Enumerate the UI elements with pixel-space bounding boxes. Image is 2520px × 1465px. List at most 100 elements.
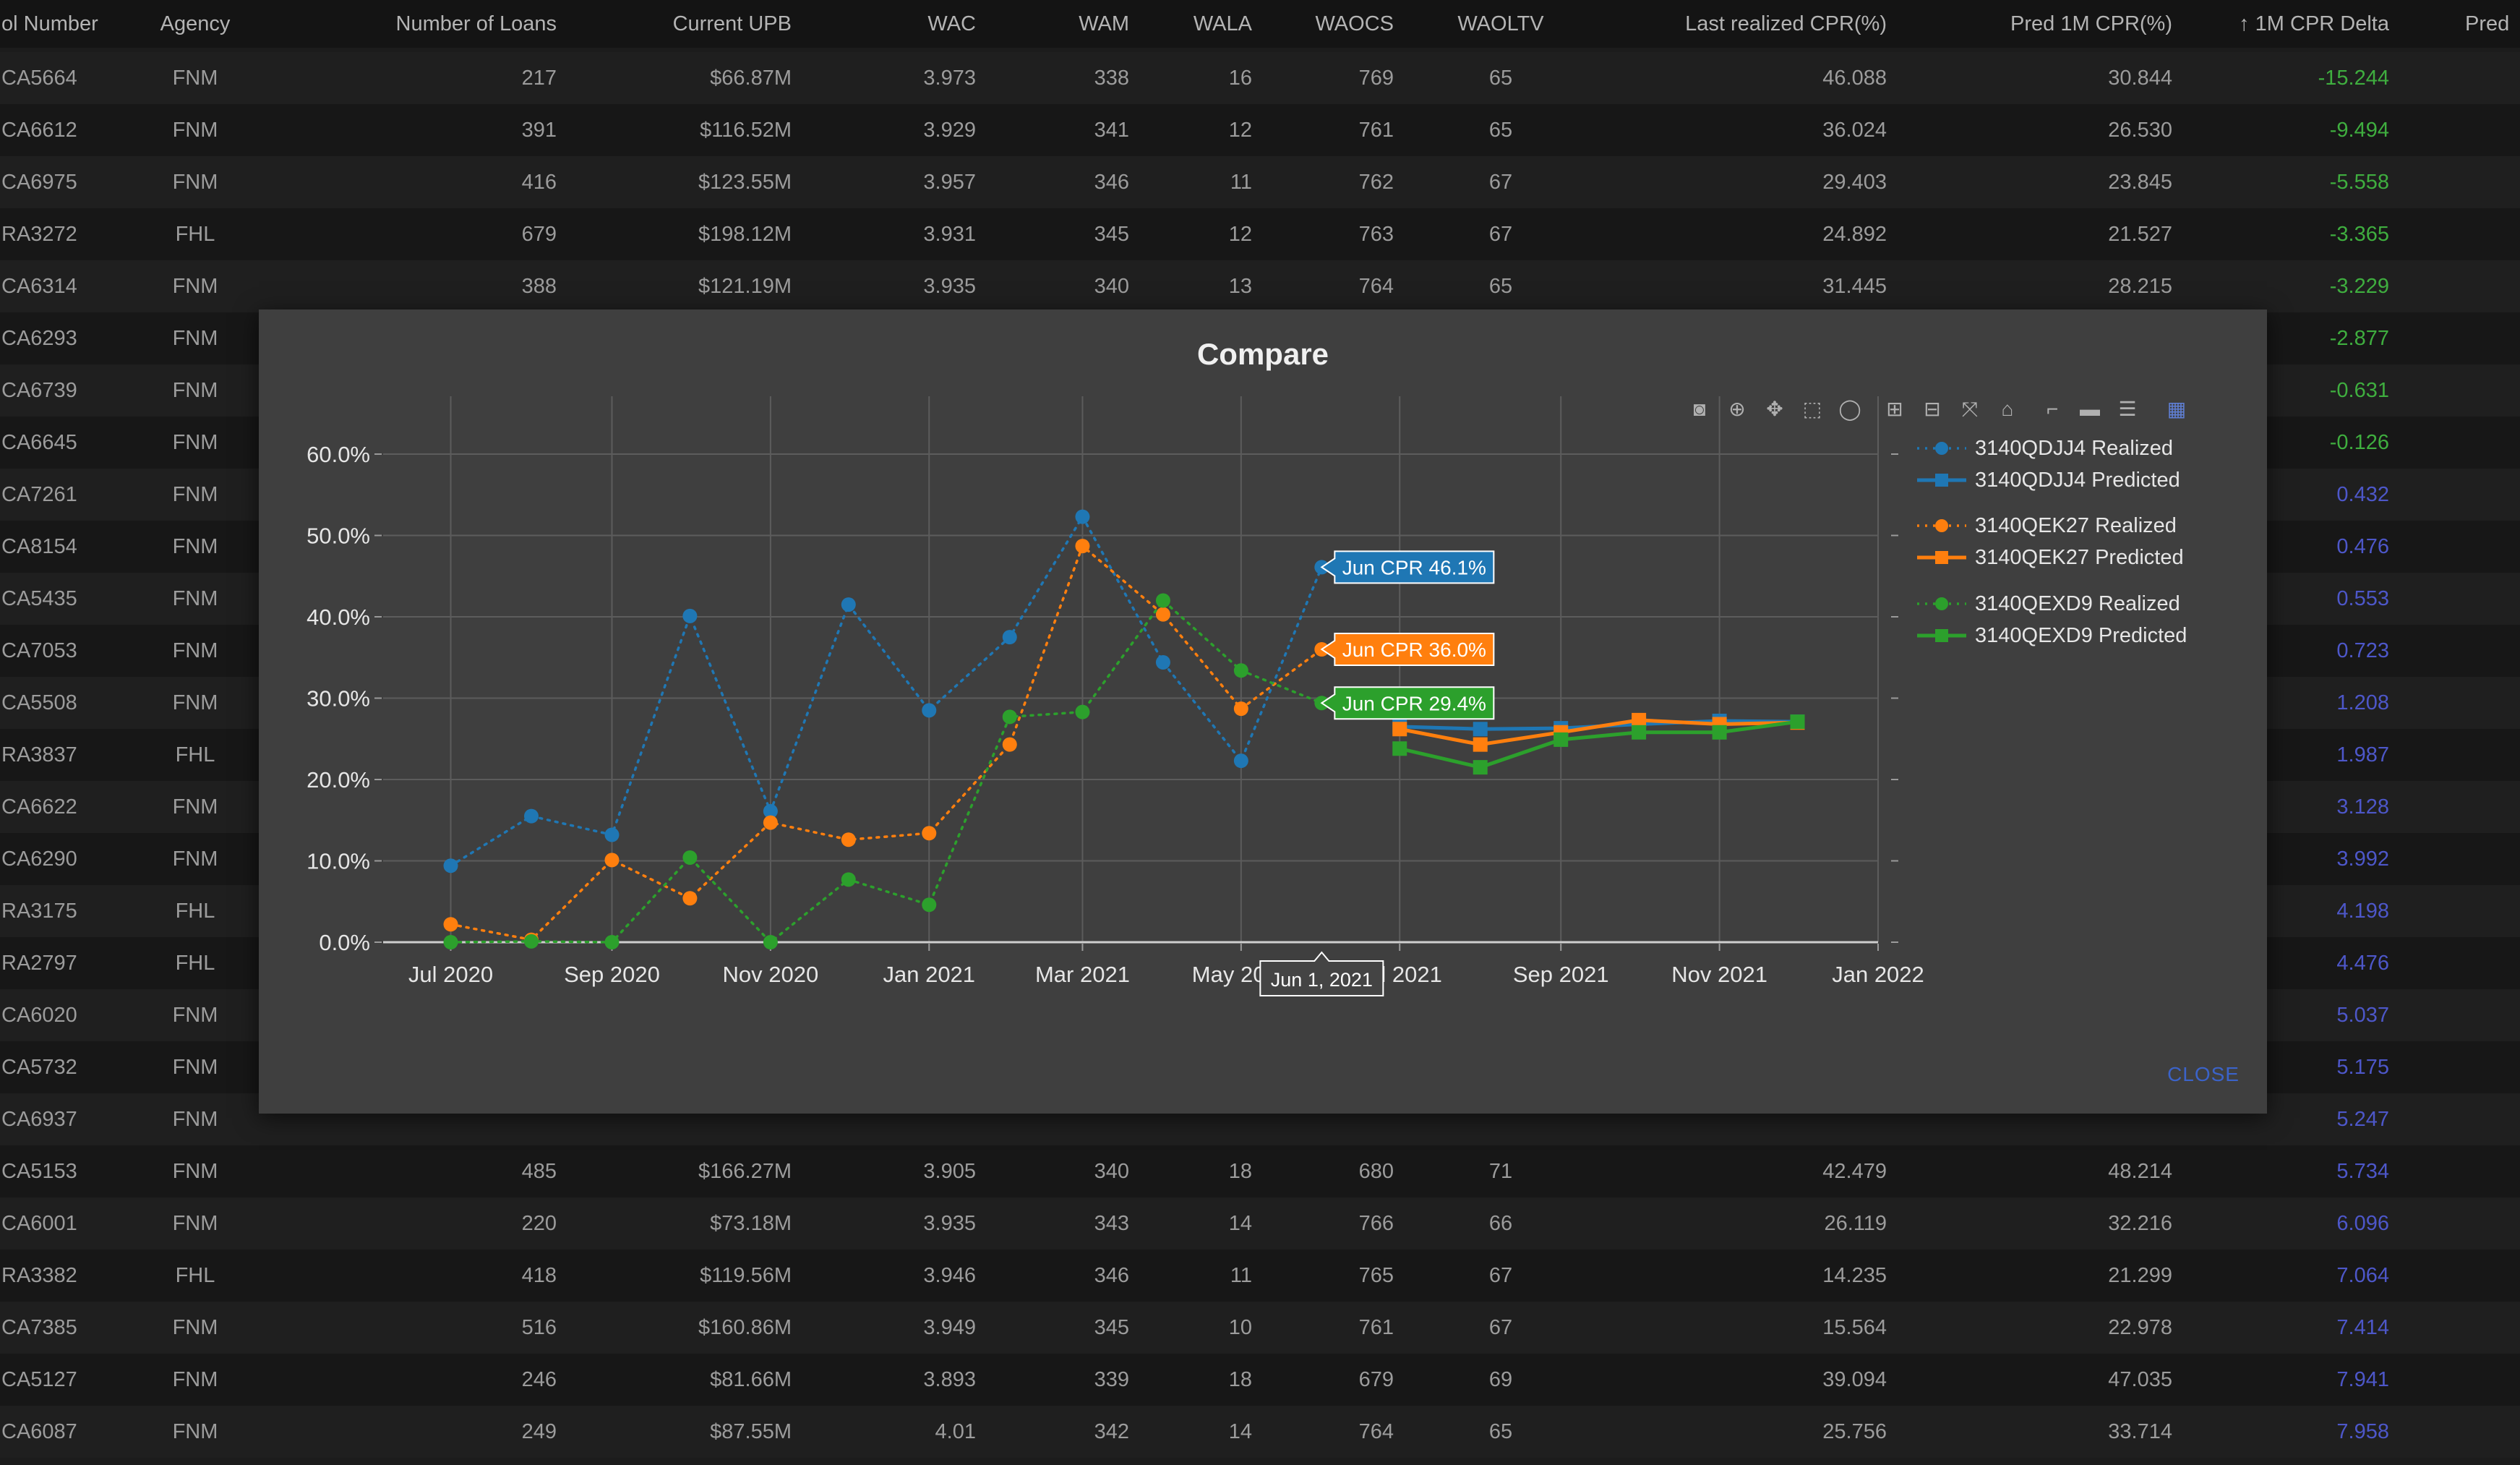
table-cell: $73.18M — [710, 1212, 792, 1235]
grid-header: ol Number Agency Number of Loans Current UP… — [0, 0, 2520, 48]
table-cell: 3.946 — [923, 1264, 976, 1287]
autoscale-icon[interactable]: ⤧ — [1961, 398, 1979, 420]
table-cell: FNM — [172, 535, 218, 558]
table-cell: 346 — [1094, 171, 1129, 194]
table-cell: 416 — [521, 171, 557, 194]
table-row[interactable]: CA6975 FNM 416 $123.55M 3.957 346 11 762 67 29.40… — [0, 156, 2520, 208]
column-header[interactable]: Current UPB — [672, 12, 792, 35]
series-line — [1397, 718, 1800, 747]
table-cell: CA5435 — [1, 587, 77, 610]
column-header[interactable]: WAOLTV — [1457, 12, 1544, 35]
table-cell: 388 — [521, 275, 557, 298]
table-cell: FNM — [172, 171, 218, 194]
legend-swatch — [1917, 442, 1966, 455]
table-cell: 24.892 — [1822, 223, 1887, 246]
table-cell: 345 — [1094, 223, 1129, 246]
zoom-in-icon[interactable]: ⊞ — [1886, 398, 1903, 420]
table-cell: 340 — [1094, 275, 1129, 298]
table-cell: 26.530 — [2108, 119, 2172, 142]
column-header[interactable]: WAM — [1079, 12, 1129, 35]
table-row[interactable]: CA6001 FNM 220 $73.18M 3.935 343 14 766 66 26.119… — [0, 1197, 2520, 1250]
table-cell: 67 — [1488, 171, 1513, 194]
table-cell: CA6612 — [1, 119, 77, 142]
table-row[interactable]: CA5664 FNM 217 $66.87M 3.973 338 16 769 65 46.088… — [0, 52, 2520, 104]
table-cell: 3.992 — [2336, 847, 2389, 871]
box-select-icon[interactable]: ⬚ — [1802, 398, 1822, 420]
table-row[interactable]: RA3382 FHL 418 $119.56M 3.946 346 11 765 67 14.23… — [0, 1250, 2520, 1302]
table-cell: 3.128 — [2336, 795, 2389, 819]
column-header[interactable]: ol Number — [1, 12, 98, 35]
column-header[interactable]: Pred — [2465, 12, 2510, 35]
data-point — [524, 808, 539, 824]
table-cell: 10 — [1228, 1316, 1252, 1339]
table-cell: -9.494 — [2329, 119, 2389, 142]
zoom-out-icon[interactable]: ⊟ — [1924, 398, 1941, 420]
hover-label-box — [1320, 550, 1495, 584]
reset-axes-icon[interactable]: ⌂ — [2001, 398, 2014, 420]
table-cell: 30.844 — [2108, 67, 2172, 90]
x-tick-label: Jan 2022 — [1832, 962, 1924, 987]
data-point — [604, 827, 620, 842]
table-cell: 26.119 — [1824, 1212, 1887, 1235]
table-row[interactable]: CA5127 FNM 246 $81.66M 3.893 339 18 679 69 39.094… — [0, 1354, 2520, 1406]
pan-icon[interactable]: ✥ — [1766, 398, 1783, 420]
data-point — [1002, 630, 1017, 645]
hover-compare-icon[interactable]: ☰ — [2118, 398, 2137, 420]
column-header[interactable]: Last realized CPR(%) — [1685, 12, 1887, 35]
zoom-icon[interactable]: ⊕ — [1728, 398, 1746, 420]
lasso-select-icon[interactable]: ◯ — [1838, 398, 1861, 420]
column-header[interactable]: WAC — [927, 12, 976, 35]
column-header[interactable]: WAOCS — [1315, 12, 1394, 35]
table-cell: 769 — [1358, 67, 1394, 90]
data-point — [443, 935, 458, 949]
table-cell: CA6645 — [1, 431, 77, 454]
cpr-chart[interactable]: 0.0% 10.0% 20.0% 30.0% 40.0% 50.0% 60.0% Jul 20… — [259, 309, 2267, 1114]
data-point — [1712, 725, 1727, 740]
table-cell: CA5127 — [1, 1368, 77, 1391]
legend-swatch — [1917, 597, 1966, 610]
table-cell: 7.941 — [2336, 1368, 2389, 1391]
table-cell: FNM — [172, 1212, 218, 1235]
table-row[interactable]: CA6087 FNM 249 $87.55M 4.01 342 14 764 65 25.756 3… — [0, 1406, 2520, 1458]
table-cell: 341 — [1094, 119, 1129, 142]
data-point — [763, 935, 778, 949]
y-tick-label: 30.0% — [307, 686, 370, 712]
data-point — [682, 850, 698, 865]
table-row[interactable]: CA5153 FNM 485 $166.27M 3.905 340 18 680 71 42.47… — [0, 1145, 2520, 1197]
table-cell: 18 — [1228, 1160, 1252, 1183]
table-cell: FNM — [172, 1368, 218, 1391]
column-header[interactable]: ↑ 1M CPR Delta — [2239, 12, 2389, 35]
hover-closest-icon[interactable]: ▬ — [2080, 398, 2100, 420]
hover-label-text: Jun CPR 36.0% — [1342, 638, 1486, 661]
table-cell: CA6975 — [1, 171, 77, 194]
column-header[interactable]: WALA — [1193, 12, 1252, 35]
y-tick-label: 50.0% — [307, 524, 370, 549]
data-point — [1155, 607, 1170, 622]
table-row[interactable]: CA6612 FNM 391 $116.52M 3.929 341 12 761 65 36.02… — [0, 104, 2520, 156]
table-cell: 3.905 — [923, 1160, 976, 1183]
table-row[interactable]: CA6314 FNM 388 $121.19M 3.935 340 13 764 65 31.44… — [0, 260, 2520, 312]
legend-swatch — [1917, 474, 1966, 487]
data-point — [841, 597, 856, 612]
table-row[interactable]: CA7385 FNM 516 $160.86M 3.949 345 10 761 67 15.56… — [0, 1302, 2520, 1354]
legend-swatch — [1917, 519, 1966, 532]
plotly-logo-icon[interactable]: ▦ — [2167, 398, 2187, 420]
table-cell: 0.476 — [2336, 535, 2389, 558]
spike-lines-icon[interactable]: ⌐ — [2046, 398, 2059, 420]
table-cell: 345 — [1094, 1316, 1129, 1339]
x-tick-label: Nov 2020 — [723, 962, 819, 987]
table-row[interactable]: RA3272 FHL 679 $198.12M 3.931 345 12 763 67 24.89… — [0, 208, 2520, 260]
data-point — [841, 872, 856, 887]
table-cell: 346 — [1094, 1264, 1129, 1287]
table-cell: -5.558 — [2329, 171, 2389, 194]
camera-icon[interactable]: ◙ — [1693, 398, 1706, 420]
column-header[interactable]: Pred 1M CPR(%) — [2010, 12, 2172, 35]
table-cell: FNM — [172, 587, 218, 610]
x-tick-label: Sep 2020 — [564, 962, 660, 987]
column-header[interactable]: Number of Loans — [395, 12, 557, 35]
table-cell: 11 — [1230, 171, 1252, 194]
close-button[interactable]: CLOSE — [2167, 1063, 2240, 1085]
table-cell: FNM — [172, 483, 218, 506]
table-cell: 32.216 — [2108, 1212, 2172, 1235]
column-header[interactable]: Agency — [160, 12, 231, 35]
